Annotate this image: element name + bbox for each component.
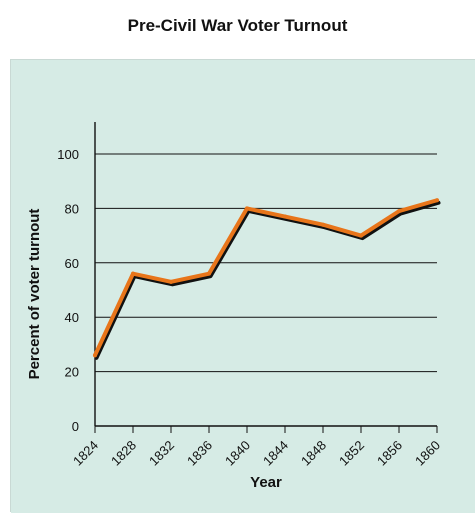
series-line-shadow	[94, 200, 441, 360]
plot-panel: 0 20 40 60 80 100 1824 1828 1832 1836 1840 1844 1848…	[10, 59, 475, 513]
data-point-1856	[397, 209, 401, 214]
y-tick-label: 0	[72, 419, 79, 434]
y-tick-label: 20	[65, 365, 79, 380]
y-tick-label: 60	[65, 256, 79, 271]
plot-background	[11, 60, 475, 513]
x-axis-title: Year	[250, 474, 282, 491]
data-point-1852	[359, 233, 363, 238]
data-point-1828	[131, 271, 135, 276]
chart-title: Pre-Civil War Voter Turnout	[127, 16, 348, 35]
series-line	[93, 198, 439, 358]
data-point-1832	[169, 279, 173, 284]
series-layer	[93, 198, 441, 360]
data-point-1860	[435, 198, 439, 203]
data-point-1836	[207, 271, 211, 276]
data-point-1844	[283, 214, 287, 219]
label-layer: Percent of voter turnout Year	[26, 209, 282, 491]
y-axis-title: Percent of voter turnout	[26, 209, 43, 380]
y-tick-label: 40	[65, 310, 79, 325]
data-point-1824	[93, 353, 97, 358]
y-tick-label: 80	[65, 201, 79, 216]
data-point-1848	[321, 222, 325, 227]
y-tick-label: 100	[57, 147, 79, 162]
data-point-1840	[245, 206, 249, 211]
grid-layer	[95, 153, 437, 373]
